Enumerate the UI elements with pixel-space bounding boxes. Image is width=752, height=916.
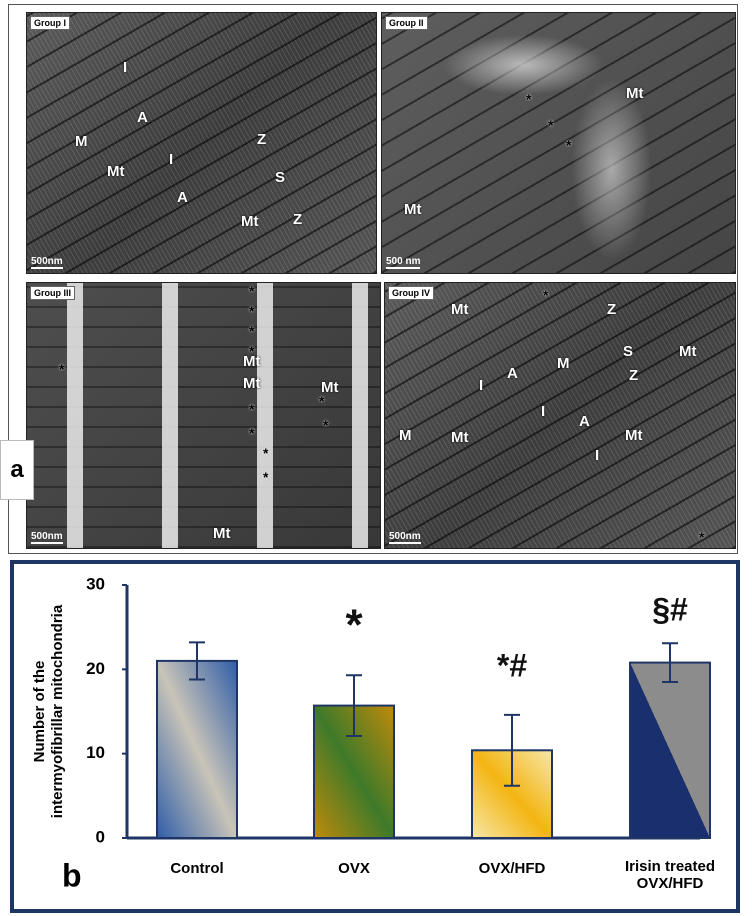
structure-label: * (319, 393, 325, 409)
y-tick-label: 10 (86, 743, 105, 762)
structure-label: * (263, 469, 269, 485)
scale-bar: 500nm (389, 531, 421, 544)
structure-label: * (249, 425, 255, 441)
scale-bar: 500nm (31, 531, 63, 544)
structure-label: * (249, 323, 255, 339)
micrograph: Group III 500nm Mt Mt Mt Mt * * * * * * * * * * * (26, 282, 381, 549)
structure-label: Z (257, 131, 267, 148)
bar (629, 661, 711, 839)
x-tick-label: OVX/HFD (478, 860, 546, 877)
significance-mark: *# (497, 647, 527, 683)
structure-label: A (507, 365, 518, 382)
error-bar (662, 642, 678, 683)
y-axis-label-line: Number of the (31, 661, 48, 763)
y-tick-label: 0 (96, 827, 105, 846)
micrograph: Group I 500nm I A M Mt I A Z S Z Mt (26, 12, 377, 274)
bar (156, 659, 238, 840)
structure-label: * (566, 137, 572, 153)
structure-label: M (399, 427, 412, 444)
structure-label: I (123, 59, 128, 76)
structure-label: * (699, 529, 705, 545)
structure-label: * (526, 91, 532, 107)
structure-label: Z (607, 301, 617, 318)
panel-label: b (62, 857, 82, 893)
panel-title: Group IV (388, 286, 434, 300)
structure-label: * (263, 445, 269, 461)
chart-frame (10, 560, 740, 913)
structure-label: Mt (243, 375, 261, 392)
structure-label: Mt (451, 429, 469, 446)
structure-label: Mt (243, 353, 261, 370)
micrograph: Group II 500 nm Mt Mt * * * (381, 12, 736, 274)
structure-label: I (169, 151, 174, 168)
structure-label: Mt (107, 163, 125, 180)
structure-label: I (479, 377, 484, 394)
error-bar (346, 674, 362, 737)
y-tick-label: 20 (86, 659, 105, 678)
structure-label: Mt (626, 85, 644, 102)
error-bar (189, 641, 205, 681)
micrograph-frame (8, 4, 738, 554)
structure-label: I (541, 403, 546, 420)
y-tick-label: 30 (86, 574, 105, 593)
scale-bar: 500 nm (386, 256, 421, 269)
structure-label: Mt (404, 201, 422, 218)
structure-label: * (59, 361, 65, 377)
y-axis-label: Number of theintermyofibrillar mitochond… (31, 604, 66, 818)
scale-bar: 500nm (31, 256, 63, 269)
significance-mark: §# (652, 591, 688, 627)
micrograph: Group IV 500nm Mt Z S Mt I A M Z I A M Mt Mt I * * (384, 282, 736, 549)
panel-label: a (0, 440, 34, 500)
structure-label: * (249, 343, 255, 359)
significance-mark: * (345, 601, 363, 650)
structure-label: Z (629, 367, 639, 384)
structure-label: Mt (241, 213, 259, 230)
x-tick-label: Control (170, 860, 224, 877)
structure-label: I (595, 447, 600, 464)
structure-label: S (275, 169, 286, 186)
structure-label: M (75, 133, 88, 150)
structure-label: * (249, 303, 255, 319)
structure-label: S (623, 343, 634, 360)
x-tick-label: Irisin treated OVX/HFD (624, 858, 716, 892)
structure-label: * (323, 417, 329, 433)
structure-label: * (249, 401, 255, 417)
structure-label: Mt (321, 379, 339, 396)
structure-label: Mt (451, 301, 469, 318)
panel-title: Group III (30, 286, 75, 300)
structure-label: M (557, 355, 570, 372)
error-bar (504, 713, 520, 787)
structure-label: Mt (625, 427, 643, 444)
panel-title: Group I (30, 16, 70, 30)
structure-label: A (177, 189, 188, 206)
structure-label: * (543, 287, 549, 303)
structure-label: Z (293, 211, 303, 228)
x-tick-label: OVX (338, 860, 370, 877)
structure-label: A (137, 109, 148, 126)
structure-label: Mt (213, 525, 231, 542)
structure-label: * (249, 283, 255, 299)
structure-label: A (579, 413, 590, 430)
structure-label: Mt (679, 343, 697, 360)
y-axis-label-line: intermyofibrillar mitochondria (49, 604, 66, 818)
structure-label: * (548, 117, 554, 133)
panel-title: Group II (385, 16, 428, 30)
